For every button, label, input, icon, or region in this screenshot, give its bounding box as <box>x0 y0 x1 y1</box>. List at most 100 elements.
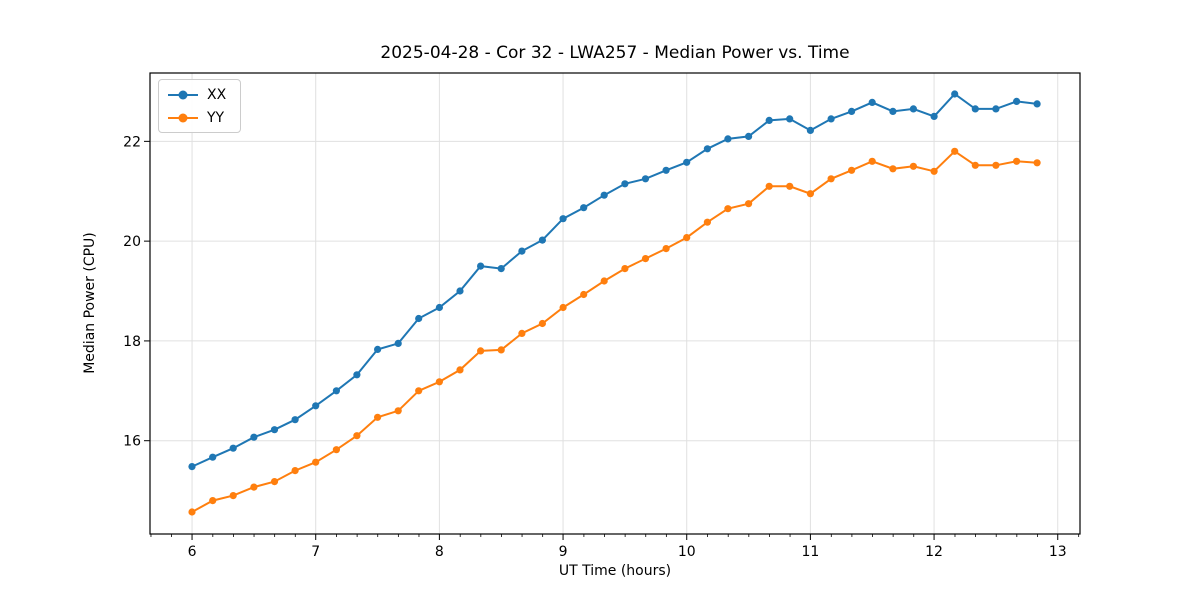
data-point <box>662 245 670 253</box>
data-point <box>374 413 382 421</box>
data-point <box>497 346 505 354</box>
series-line <box>191 92 1038 468</box>
legend: XX YY <box>158 79 242 133</box>
data-point <box>992 105 1000 113</box>
data-point <box>415 314 423 323</box>
data-point <box>538 236 547 244</box>
data-point <box>848 107 856 115</box>
legend-item-yy: YY <box>168 108 226 127</box>
data-point <box>724 135 732 143</box>
gridlines <box>150 73 1080 534</box>
data-point <box>270 426 279 434</box>
data-point <box>889 165 897 173</box>
data-point <box>786 115 794 123</box>
data-point <box>559 215 567 223</box>
x-tick-label: 10 <box>678 544 696 560</box>
legend-marker-xx <box>178 90 188 99</box>
data-point <box>806 126 815 134</box>
data-point <box>497 265 505 273</box>
y-tick-label: 22 <box>123 134 141 150</box>
legend-item-xx: XX <box>168 85 226 104</box>
legend-line-sample-xx <box>168 90 198 99</box>
data-point <box>641 255 650 263</box>
data-point <box>332 446 340 454</box>
legend-label-xx: XX <box>207 86 227 103</box>
legend-label-yy: YY <box>207 109 225 126</box>
data-point <box>353 432 361 440</box>
data-point <box>209 497 217 505</box>
data-point <box>600 277 608 285</box>
data-point <box>765 116 773 124</box>
data-point <box>1033 100 1041 108</box>
data-point <box>188 463 196 471</box>
data-point <box>312 402 320 410</box>
data-point <box>951 90 959 98</box>
data-point <box>971 105 979 113</box>
data-point <box>291 416 299 424</box>
legend-line-sample-yy <box>168 113 198 122</box>
x-tick-label: 6 <box>188 544 197 560</box>
data-point <box>332 387 340 395</box>
data-point <box>683 234 691 242</box>
x-minor-ticks <box>150 534 1080 537</box>
x-tick-label: 11 <box>801 544 819 560</box>
data-point <box>600 191 608 199</box>
data-point <box>580 204 588 212</box>
data-point <box>580 290 588 299</box>
data-point <box>868 157 876 165</box>
data-point <box>188 508 196 516</box>
series-xx <box>188 90 1041 471</box>
data-point <box>394 339 402 347</box>
data-point <box>765 182 773 190</box>
y-tick-label: 18 <box>123 334 141 350</box>
data-point <box>827 115 835 123</box>
data-point <box>209 453 217 461</box>
x-tick-label: 12 <box>925 544 943 560</box>
data-point <box>806 190 815 198</box>
data-point <box>683 158 691 166</box>
data-point <box>291 467 299 475</box>
data-point <box>374 345 382 353</box>
data-point <box>992 161 1000 169</box>
data-point <box>456 366 464 374</box>
data-point <box>394 407 402 415</box>
x-tick-label: 9 <box>559 544 568 560</box>
data-point <box>703 145 712 153</box>
series-line <box>191 150 1038 513</box>
data-point <box>621 265 629 273</box>
data-point <box>621 180 629 188</box>
data-point <box>724 205 732 213</box>
data-point <box>435 303 443 312</box>
data-point <box>930 112 938 120</box>
data-point <box>971 161 979 169</box>
data-point <box>229 492 237 500</box>
chart-title: 2025-04-28 - Cor 32 - LWA257 - Median Po… <box>380 43 850 63</box>
data-point <box>250 483 258 491</box>
data-point <box>559 303 567 312</box>
y-axis-label: Median Power (CPU) <box>82 232 98 374</box>
x-tick-label: 7 <box>311 544 320 560</box>
data-point <box>889 107 897 115</box>
data-point <box>1013 97 1021 105</box>
series-yy <box>188 147 1041 516</box>
data-point <box>270 478 279 486</box>
data-point <box>745 200 753 208</box>
data-point <box>909 162 918 170</box>
data-point <box>435 378 443 386</box>
data-point <box>518 329 526 337</box>
y-tick-label: 16 <box>123 434 141 450</box>
data-point <box>745 132 753 140</box>
data-point <box>662 166 670 174</box>
legend-marker-yy <box>178 113 188 122</box>
data-point <box>456 287 464 295</box>
data-point <box>827 175 835 183</box>
data-point <box>786 182 794 190</box>
data-point <box>703 218 712 226</box>
data-point <box>415 387 423 395</box>
data-point <box>641 175 650 183</box>
data-point <box>312 458 320 466</box>
x-tick-label: 8 <box>435 544 444 560</box>
data-point <box>477 347 485 355</box>
